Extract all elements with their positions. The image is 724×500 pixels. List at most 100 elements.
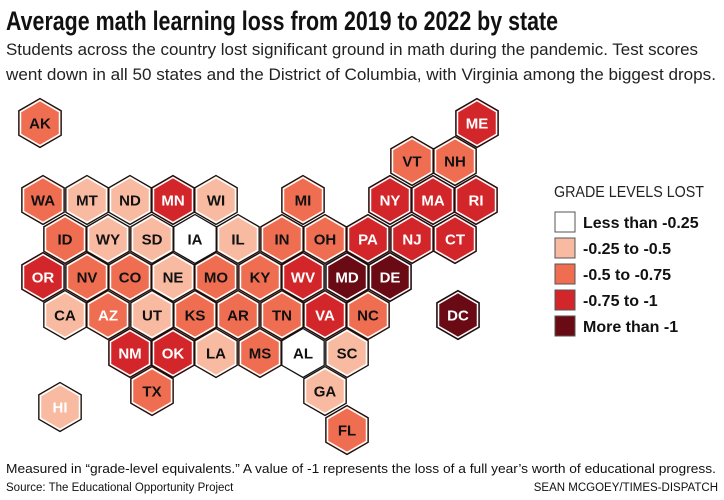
hex-inner-border — [22, 176, 64, 224]
hex-inner-border — [391, 137, 433, 185]
legend-swatch — [554, 315, 576, 337]
hex-inner-border — [261, 215, 303, 263]
hex-inner-border — [347, 215, 389, 263]
hex-inner-border — [152, 176, 194, 224]
hex-shape — [130, 365, 174, 417]
hex-shape — [368, 251, 412, 303]
hex-inner-border — [174, 291, 216, 339]
state-label: OR — [32, 270, 55, 287]
hex-shape — [216, 289, 260, 341]
state-label: MN — [161, 193, 184, 210]
hex-shape — [194, 251, 238, 303]
hex-shape — [346, 213, 390, 265]
state-hex-me: ME — [455, 97, 499, 149]
state-label: WI — [207, 193, 225, 210]
hex-shape — [21, 174, 65, 226]
hex-inner-border — [87, 215, 129, 263]
state-hex-tx: TX — [130, 365, 174, 417]
state-hex-vt: VT — [390, 135, 434, 187]
state-hex-oh: OH — [303, 213, 347, 265]
hex-inner-border — [239, 329, 281, 377]
state-label: AK — [29, 116, 51, 133]
hex-inner-border — [326, 406, 368, 454]
hex-inner-border — [195, 176, 237, 224]
hex-inner-border — [195, 329, 237, 377]
state-hex-tn: TN — [260, 289, 304, 341]
state-hex-or: OR — [21, 251, 65, 303]
hex-shape — [194, 327, 238, 379]
state-label: OH — [314, 232, 337, 249]
hex-shape — [18, 97, 62, 149]
legend-label: -0.75 to -1 — [583, 293, 658, 310]
hex-shape — [303, 365, 347, 417]
state-label: ID — [58, 232, 73, 249]
state-label: TN — [272, 308, 292, 325]
hex-inner-border — [456, 99, 498, 147]
state-hex-pa: PA — [346, 213, 390, 265]
state-label: MS — [249, 346, 272, 363]
hex-inner-border — [217, 291, 259, 339]
state-hex-mt: MT — [65, 174, 109, 226]
state-hex-ma: MA — [411, 174, 455, 226]
state-label: RI — [469, 193, 484, 210]
state-label: PA — [358, 232, 378, 249]
hex-inner-border — [434, 215, 476, 263]
legend-label: More than -1 — [583, 319, 678, 336]
hex-inner-border — [217, 215, 259, 263]
subtitle-line-2: went down in all 50 states and the Distr… — [5, 65, 716, 84]
hex-inner-border — [152, 329, 194, 377]
hex-inner-border — [326, 253, 368, 301]
hex-inner-border — [109, 329, 151, 377]
hex-inner-border — [66, 176, 108, 224]
state-label: IN — [275, 232, 290, 249]
state-hex-wv: WV — [281, 251, 325, 303]
state-hex-wi: WI — [194, 174, 238, 226]
hex-shape — [281, 327, 325, 379]
hex-inner-border — [282, 176, 324, 224]
hex-inner-border — [174, 215, 216, 263]
state-label: NV — [77, 270, 98, 287]
state-hex-ak: AK — [18, 97, 62, 149]
hex-inner-border — [434, 137, 476, 185]
hex-inner-border — [282, 253, 324, 301]
state-hex-ri: RI — [454, 174, 498, 226]
state-label: AR — [227, 308, 249, 325]
state-hex-ok: OK — [151, 327, 195, 379]
state-hex-mi: MI — [281, 174, 325, 226]
hex-inner-border — [195, 253, 237, 301]
state-label: KS — [185, 308, 206, 325]
state-hex-sd: SD — [130, 213, 174, 265]
state-hex-nd: ND — [108, 174, 152, 226]
state-label: HI — [53, 400, 68, 417]
hex-inner-border — [44, 291, 86, 339]
state-hex-sc: SC — [325, 327, 369, 379]
hex-inner-border — [19, 99, 61, 147]
state-label: SD — [142, 232, 163, 249]
state-label: GA — [314, 384, 337, 401]
state-label: NC — [357, 308, 379, 325]
hex-shape — [436, 289, 480, 341]
state-hex-la: LA — [194, 327, 238, 379]
state-label: NH — [444, 154, 466, 171]
state-hex-in: IN — [260, 213, 304, 265]
state-label: NJ — [402, 232, 421, 249]
hex-inner-border — [131, 367, 173, 415]
hex-shape — [433, 135, 477, 187]
hex-shape — [433, 213, 477, 265]
state-hex-az: AZ — [86, 289, 130, 341]
hex-shape — [21, 251, 65, 303]
state-label: MO — [204, 270, 228, 287]
state-hex-ny: NY — [368, 174, 412, 226]
state-label: KY — [250, 270, 271, 287]
hex-shape — [325, 327, 369, 379]
hex-inner-border — [109, 253, 151, 301]
legend-swatch — [554, 289, 576, 311]
state-hex-mn: MN — [151, 174, 195, 226]
state-label: OK — [162, 346, 185, 363]
state-hex-il: IL — [216, 213, 260, 265]
state-hex-al: AL — [281, 327, 325, 379]
state-hex-ct: CT — [433, 213, 477, 265]
state-label: MI — [295, 193, 312, 210]
state-hex-nh: NH — [433, 135, 477, 187]
state-label: WY — [96, 232, 120, 249]
